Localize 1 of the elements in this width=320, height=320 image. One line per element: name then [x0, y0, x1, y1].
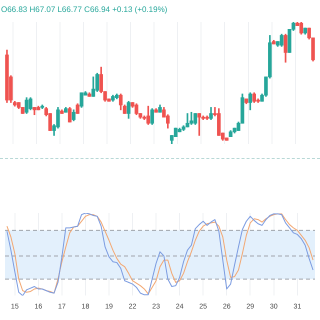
- text: O66.83 H67.07 L66.77 C66.94 +0.13 (+0.19%): [1, 5, 168, 14]
